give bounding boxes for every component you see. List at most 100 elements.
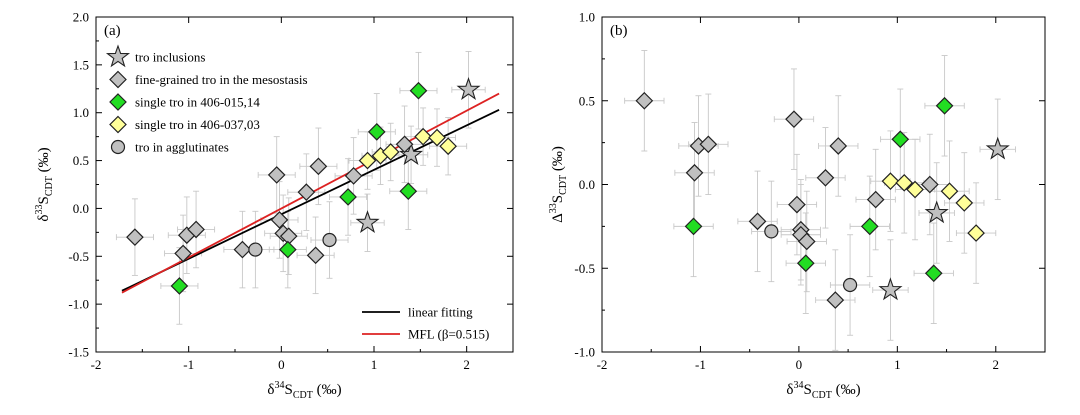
data-point-diamond [881, 172, 900, 190]
legend-entry: single tro in 406-015,14 [135, 95, 260, 110]
plot-frame [95, 16, 514, 353]
data-point-diamond [826, 291, 845, 309]
y-tick-label: 1.0 [579, 10, 595, 25]
legend-marker-diamond [109, 70, 127, 89]
data-point-star [985, 136, 1010, 160]
x-tick-label: 0 [278, 357, 285, 372]
data-point-diamond [267, 166, 286, 184]
data-point-diamond [924, 264, 943, 283]
series-4 [764, 224, 858, 293]
legend-entry: tro inclusions [135, 50, 205, 65]
data-point-diamond [684, 217, 703, 236]
legend-entry: linear fitting [408, 305, 473, 320]
x-tick-label: 1 [894, 357, 901, 372]
data-point-diamond [816, 168, 835, 187]
x-axis-title: δ34SCDT (‰) [267, 380, 341, 401]
y-tick-label: -0.5 [574, 261, 595, 276]
data-point-diamond [187, 220, 205, 239]
y-tick-label: -0.5 [68, 249, 89, 264]
data-point-diamond [381, 143, 400, 161]
legend-marker-circle [110, 139, 126, 155]
series-1 [126, 135, 414, 265]
data-point-diamond [414, 127, 432, 146]
y-tick-label: -1.0 [68, 297, 89, 312]
legend: tro inclusions fine-grained tro in the me… [105, 44, 489, 342]
x-tick-label: -2 [597, 357, 608, 372]
data-point-diamond [358, 151, 377, 170]
legend-entry: fine-grained tro in the mesostasis [135, 72, 308, 87]
x-tick-label: -2 [91, 357, 102, 372]
x-tick-label: -1 [695, 357, 706, 372]
legend-entry: MFL (β=0.515) [408, 327, 489, 342]
error-bars [115, 51, 486, 325]
x-tick-label: 2 [993, 357, 1000, 372]
x-tick-label: 1 [371, 357, 378, 372]
data-point-diamond [788, 195, 806, 214]
data-point-diamond [126, 228, 144, 246]
data-point-diamond [935, 96, 954, 115]
data-point-diamond [699, 135, 718, 154]
y-tick-label: -1.5 [68, 345, 89, 360]
data-point-diamond [796, 254, 815, 273]
data-point-diamond [797, 232, 816, 251]
series-2 [170, 81, 428, 295]
y-tick-label: 1.0 [73, 105, 89, 120]
data-point-diamond [920, 175, 939, 194]
data-point-diamond [339, 188, 357, 206]
data-point-diamond [367, 123, 386, 141]
error-bars [624, 50, 1016, 351]
data-point-star [456, 77, 481, 100]
data-point-diamond [278, 240, 297, 259]
y-tick-label: 2.0 [73, 10, 89, 25]
series-3 [358, 127, 457, 170]
data-point-diamond [906, 180, 924, 199]
data-point-circle [842, 277, 858, 293]
panel-label: (b) [610, 23, 628, 39]
data-point-diamond [785, 110, 803, 129]
data-point-diamond [891, 130, 910, 149]
panel-label: (a) [104, 23, 121, 39]
data-point-circle [322, 232, 337, 248]
data-point-diamond [748, 212, 767, 231]
data-point-diamond [409, 81, 428, 100]
y-tick-label: 0.5 [579, 93, 595, 108]
panel-a: -2 -1 0 1 2 -1.5 -1.0 -0.5 0.0 0.5 1.0 1.5 2.0 (a) δ34… [34, 10, 514, 401]
data-point-diamond [270, 211, 289, 229]
data-point-diamond [306, 246, 325, 265]
data-point-star [355, 210, 380, 234]
panel-b: -2 -1 0 1 2 -1.0 -0.5 0.0 0.5 1.0 (b) δ34SCDT (‰) Δ3… [548, 10, 1046, 401]
data-point-diamond [174, 244, 192, 263]
x-tick-label: 0 [796, 357, 803, 372]
y-tick-label: -1.0 [574, 345, 595, 360]
data-point-diamond [439, 137, 457, 156]
data-point-star [878, 277, 903, 301]
data-point-diamond [940, 182, 959, 201]
legend-marker-star [105, 44, 131, 68]
data-point-circle [248, 242, 263, 257]
series-4 [248, 232, 337, 257]
data-point-diamond [344, 167, 363, 185]
data-point-diamond [233, 240, 252, 259]
data-point-diamond [399, 182, 418, 201]
x-tick-label: 2 [463, 357, 470, 372]
data-point-diamond [428, 128, 446, 147]
x-axis-title: δ34SCDT (‰) [786, 380, 860, 401]
legend-marker-diamond [109, 93, 127, 111]
data-point-diamond [309, 157, 328, 176]
data-point-diamond [955, 194, 974, 212]
data-point-diamond [395, 135, 414, 154]
data-point-star [924, 200, 949, 224]
data-point-diamond [866, 190, 885, 209]
series-0 [878, 136, 1010, 301]
data-point-circle [764, 224, 779, 239]
y-tick-label: 0.0 [579, 177, 595, 192]
data-point-diamond [685, 163, 704, 182]
series-3 [881, 172, 985, 242]
data-point-diamond [297, 183, 316, 202]
data-point-diamond [895, 173, 914, 192]
y-axis-title: δ33SCDT (‰) [34, 147, 55, 221]
y-tick-label: 0.5 [73, 153, 89, 168]
y-axis-title: Δ33SCDT (‰) [548, 146, 569, 223]
data-point-diamond [860, 217, 879, 236]
